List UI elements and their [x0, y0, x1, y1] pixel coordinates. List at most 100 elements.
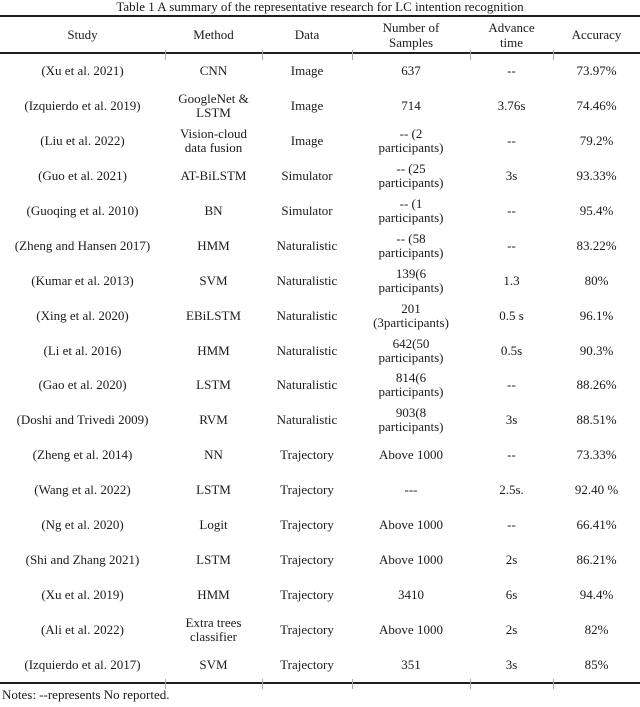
- cell-samples: 814(6 participants): [378, 370, 444, 400]
- cell-method: GoogleNet & LSTM: [178, 91, 249, 121]
- cell-samples: 139(6 participants): [378, 265, 444, 295]
- cell-advance: 0.5s: [500, 342, 523, 358]
- cell-accuracy: 93.33%: [576, 168, 617, 184]
- cell-advance: --: [507, 133, 516, 149]
- cell-data: Trajectory: [280, 586, 334, 602]
- cell-samples: 201 (3participants): [373, 300, 449, 330]
- cell-accuracy: 82%: [584, 621, 609, 637]
- cell-accuracy: 90.3%: [579, 342, 614, 358]
- cell-advance: --: [507, 517, 516, 533]
- cell-data: Trajectory: [280, 621, 334, 637]
- cell-samples: 642(50 participants): [378, 335, 444, 365]
- table-row: (Izquierdo et al. 2017) SVM Trajectory 3…: [0, 647, 640, 683]
- cell-study: (Liu et al. 2022): [40, 133, 125, 149]
- cell-accuracy: 83.22%: [576, 237, 617, 253]
- column-separator-tick: [553, 50, 554, 60]
- cell-study: (Xing et al. 2020): [36, 307, 129, 323]
- col-header-samples: Number of Samples: [352, 16, 470, 54]
- cell-study: (Ali et al. 2022): [40, 621, 125, 637]
- cell-study: (Zheng et al. 2014): [32, 447, 133, 463]
- table-row: (Li et al. 2016) HMM Naturalistic 642(50…: [0, 333, 640, 368]
- cell-study: (Izquierdo et al. 2017): [24, 656, 141, 672]
- cell-samples: 714: [401, 98, 421, 114]
- cell-method: SVM: [199, 272, 228, 288]
- cell-method: BN: [204, 203, 223, 218]
- col-header-data: Data: [262, 16, 352, 54]
- column-separator-tick: [165, 679, 166, 689]
- cell-samples: -- (25 participants): [378, 161, 444, 191]
- cell-accuracy: 94.4%: [579, 586, 614, 602]
- cell-method: LSTM: [196, 377, 231, 393]
- col-header-method: Method: [165, 16, 262, 54]
- cell-data: Simulator: [281, 168, 333, 184]
- col-header-study: Study: [0, 16, 165, 54]
- column-separator-tick: [352, 679, 353, 689]
- cell-advance: 2s: [505, 551, 518, 567]
- table-row: (Xu et al. 2021) CNN Image 637 -- 73.97%: [0, 53, 640, 89]
- cell-method: LSTM: [196, 551, 231, 567]
- cell-accuracy: 85%: [584, 656, 609, 672]
- cell-advance: --: [507, 447, 516, 463]
- cell-advance: --: [507, 63, 516, 79]
- cell-accuracy: 88.51%: [576, 412, 617, 428]
- cell-study: (Doshi and Trivedi 2009): [16, 412, 149, 428]
- cell-method: HMM: [197, 237, 230, 253]
- cell-study: (Izquierdo et al. 2019): [24, 98, 141, 114]
- summary-table: Study Method Data Number of Samples Adva…: [0, 15, 640, 685]
- cell-advance: 0.5 s: [499, 307, 524, 323]
- col-header-accuracy: Accuracy: [553, 16, 640, 54]
- cell-data: Naturalistic: [276, 307, 338, 323]
- table-row: (Ali et al. 2022) Extra trees classifier…: [0, 612, 640, 647]
- cell-accuracy: 96.1%: [579, 307, 614, 323]
- cell-samples: Above 1000: [379, 551, 443, 567]
- cell-study: (Li et al. 2016): [43, 342, 122, 358]
- table-row: (Xu et al. 2019) HMM Trajectory 3410 6s …: [0, 577, 640, 612]
- cell-advance: 1.3: [503, 272, 520, 288]
- cell-advance: 2s: [505, 621, 518, 637]
- cell-study: (Shi and Zhang 2021): [25, 551, 140, 567]
- cell-study: (Wang et al. 2022): [34, 482, 131, 498]
- cell-data: Naturalistic: [276, 412, 338, 428]
- table-row: (Guo et al. 2021) AT-BiLSTM Simulator --…: [0, 159, 640, 194]
- table-row: (Gao et al. 2020) LSTM Naturalistic 814(…: [0, 368, 640, 403]
- table-row: (Izquierdo et al. 2019) GoogleNet & LSTM…: [0, 89, 640, 124]
- table-row: (Shi and Zhang 2021) LSTM Trajectory Abo…: [0, 542, 640, 577]
- cell-samples: 637: [401, 63, 421, 79]
- cell-accuracy: 92.40 %: [574, 482, 619, 498]
- cell-method: HMM: [197, 342, 230, 358]
- cell-accuracy: 73.97%: [576, 63, 617, 79]
- cell-samples: Above 1000: [379, 447, 443, 463]
- cell-samples: 3410: [398, 586, 424, 602]
- cell-accuracy: 79.2%: [579, 133, 614, 149]
- cell-samples: -- (1 participants): [378, 196, 444, 225]
- cell-data: Image: [290, 133, 324, 149]
- cell-accuracy: 95.4%: [579, 203, 614, 218]
- column-separator-tick: [262, 679, 263, 689]
- table-row: (Liu et al. 2022) Vision-cloud data fusi…: [0, 124, 640, 159]
- table-row: (Kumar et al. 2013) SVM Naturalistic 139…: [0, 263, 640, 298]
- cell-samples: -- (58 participants): [378, 230, 444, 260]
- cell-study: (Xu et al. 2019): [41, 586, 124, 602]
- column-separator-tick: [470, 50, 471, 60]
- cell-data: Trajectory: [280, 447, 334, 463]
- table-row: (Wang et al. 2022) LSTM Trajectory --- 2…: [0, 473, 640, 508]
- cell-samples: Above 1000: [379, 621, 443, 637]
- cell-advance: --: [507, 377, 516, 393]
- cell-method: NN: [204, 447, 223, 463]
- cell-method: Extra trees classifier: [185, 614, 242, 644]
- cell-data: Image: [290, 63, 324, 79]
- cell-study: (Guo et al. 2021): [38, 168, 127, 184]
- cell-samples: ---: [404, 482, 418, 498]
- table-caption: Table 1 A summary of the representative …: [116, 0, 524, 14]
- cell-accuracy: 88.26%: [576, 377, 617, 393]
- column-separator-tick: [470, 679, 471, 689]
- table-row: (Xing et al. 2020) EBiLSTM Naturalistic …: [0, 298, 640, 333]
- cell-data: Simulator: [281, 203, 333, 218]
- cell-method: SVM: [199, 656, 228, 672]
- cell-study: (Guoqing et al. 2010): [26, 203, 139, 218]
- cell-data: Trajectory: [280, 517, 334, 533]
- cell-study: (Kumar et al. 2013): [31, 272, 134, 288]
- cell-advance: 3s: [505, 412, 518, 428]
- cell-samples: 351: [401, 656, 421, 672]
